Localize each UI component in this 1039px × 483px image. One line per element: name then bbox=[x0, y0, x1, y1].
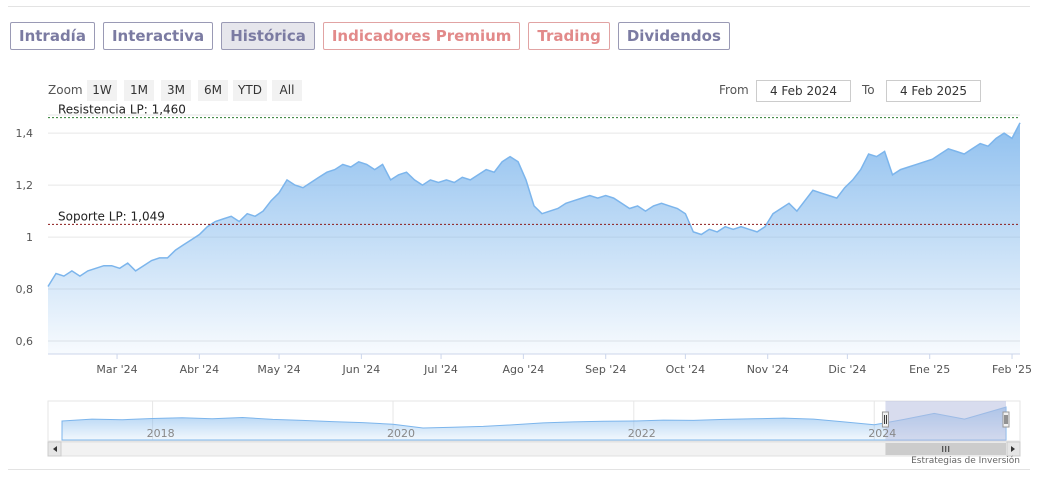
credit-label: Estrategias de Inversión bbox=[911, 456, 1020, 466]
tab-dividendos[interactable]: Dividendos bbox=[617, 22, 730, 50]
y-tick-label: 0,8 bbox=[16, 283, 34, 296]
from-date-input[interactable] bbox=[756, 80, 851, 102]
chart-tabs: Intradía Interactiva Histórica Indicador… bbox=[10, 22, 730, 50]
x-tick-label: Nov '24 bbox=[747, 363, 789, 376]
scrollbar-track bbox=[47, 441, 1021, 457]
navigator[interactable]: 2018 2020 2022 2024 bbox=[47, 400, 1021, 442]
navigator-year-label: 2022 bbox=[628, 427, 656, 440]
x-tick-label: Ago '24 bbox=[502, 363, 544, 376]
x-tick-label: Ene '25 bbox=[909, 363, 950, 376]
x-tick-label: Jul '24 bbox=[423, 363, 458, 376]
x-tick-label: Oct '24 bbox=[666, 363, 706, 376]
x-tick-label: Jun '24 bbox=[342, 363, 381, 376]
y-tick-label: 0,6 bbox=[16, 335, 34, 348]
tab-indicadores-premium[interactable]: Indicadores Premium bbox=[322, 22, 521, 50]
y-tick-label: 1,2 bbox=[16, 179, 34, 192]
tab-trading[interactable]: Trading bbox=[528, 22, 610, 50]
bottom-divider bbox=[8, 469, 1030, 470]
x-tick-label: Feb '25 bbox=[992, 363, 1032, 376]
arrow-right-icon bbox=[1011, 446, 1015, 452]
tab-intradia[interactable]: Intradía bbox=[10, 22, 95, 50]
zoom-1w-button[interactable]: 1W bbox=[87, 80, 117, 101]
price-area bbox=[48, 122, 1020, 354]
x-tick-label: Dic '24 bbox=[828, 363, 866, 376]
navigator-year-label: 2024 bbox=[868, 427, 896, 440]
x-tick-label: Mar '24 bbox=[96, 363, 137, 376]
grip-icon bbox=[942, 446, 950, 452]
zoom-label: Zoom bbox=[48, 83, 83, 97]
scrollbar[interactable] bbox=[47, 441, 1021, 457]
from-label: From bbox=[719, 83, 749, 97]
arrow-left-icon bbox=[53, 446, 57, 452]
zoom-6m-button[interactable]: 6M bbox=[198, 80, 228, 101]
zoom-ytd-button[interactable]: YTD bbox=[233, 80, 267, 101]
navigator-left-handle[interactable] bbox=[881, 411, 889, 428]
navigator-right-handle[interactable] bbox=[1002, 411, 1010, 428]
x-tick-label: May '24 bbox=[257, 363, 300, 376]
to-date-input[interactable] bbox=[886, 80, 981, 102]
support-label: Soporte LP: 1,049 bbox=[58, 209, 165, 223]
tab-historica[interactable]: Histórica bbox=[221, 22, 315, 50]
zoom-1m-button[interactable]: 1M bbox=[124, 80, 154, 101]
top-divider bbox=[8, 6, 1030, 7]
zoom-3m-button[interactable]: 3M bbox=[161, 80, 191, 101]
zoom-all-button[interactable]: All bbox=[272, 80, 302, 101]
tab-interactiva[interactable]: Interactiva bbox=[102, 22, 214, 50]
y-tick-label: 1 bbox=[26, 231, 33, 244]
to-label: To bbox=[862, 83, 875, 97]
navigator-year-label: 2018 bbox=[147, 427, 175, 440]
price-line[interactable] bbox=[47, 122, 1021, 287]
navigator-year-label: 2020 bbox=[387, 427, 415, 440]
resistance-label: Resistencia LP: 1,460 bbox=[58, 103, 186, 117]
navigator-selection[interactable] bbox=[885, 401, 1006, 441]
x-tick-label: Sep '24 bbox=[585, 363, 626, 376]
y-tick-label: 1,4 bbox=[16, 127, 34, 140]
x-tick-label: Abr '24 bbox=[180, 363, 220, 376]
